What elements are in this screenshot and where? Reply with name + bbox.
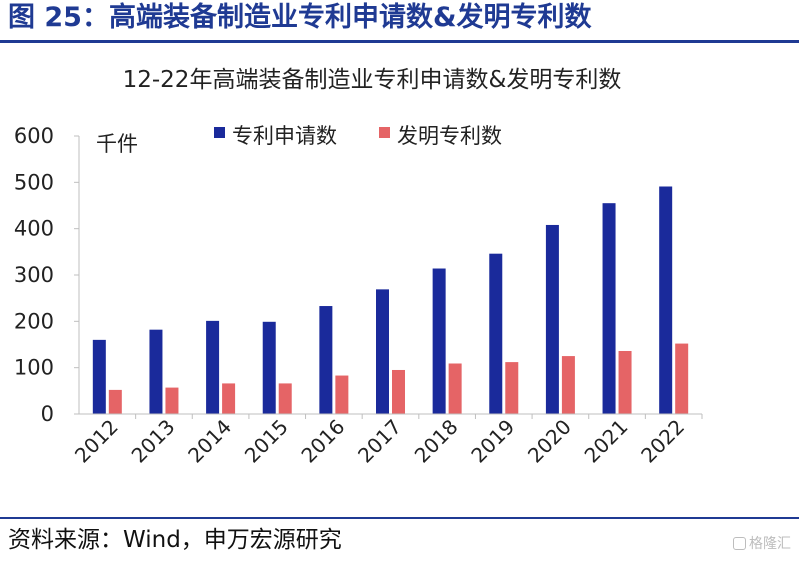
bar-invention-patents [675,343,689,414]
bar-invention-patents [505,362,519,414]
figure-title: 图 25：高端装备制造业专利申请数&发明专利数 [8,2,592,33]
bar-invention-patents [335,375,349,414]
bar-patent-applications [92,339,106,414]
bar-invention-patents [278,383,292,414]
source-note: 资料来源：Wind，申万宏源研究 [8,527,342,553]
bar-invention-patents [392,369,405,414]
bar-invention-patents [561,356,575,414]
y-axis: 0 100 200 300 400 500 600 [14,124,80,426]
bars [92,186,689,414]
bar-invention-patents [618,350,632,414]
x-tick-label: 2021 [580,415,633,468]
bar-patent-applications [262,321,276,414]
watermark: 格隆汇 [733,533,791,553]
watermark-logo-icon [733,537,746,550]
bar-invention-patents [108,389,122,414]
x-tick-label: 2013 [127,415,180,468]
watermark-text: 格隆汇 [749,536,791,552]
y-tick-label: 200 [14,309,54,333]
x-tick-label: 2014 [183,415,236,468]
legend: 专利申请数 发明专利数 [214,124,502,148]
title-divider [0,40,799,43]
legend-swatch [379,127,390,138]
bar-patent-applications [489,253,503,414]
legend-swatch [214,127,225,138]
bar-invention-patents [448,363,462,414]
bar-patent-applications [319,306,333,414]
bar-patent-applications [149,329,163,414]
y-tick-label: 400 [14,217,54,241]
x-tick-label: 2016 [296,415,349,468]
bar-patent-applications [376,289,389,414]
bar-invention-patents [222,383,236,414]
bar-patent-applications [432,268,446,414]
legend-label: 专利申请数 [232,124,337,148]
y-tick-label: 600 [14,124,54,148]
x-tick-label: 2019 [466,415,519,468]
x-tick-label: 2022 [636,415,689,468]
bar-patent-applications [545,224,559,414]
bar-chart: 12-22年高端装备制造业专利申请数&发明专利数 千件 专利申请数 发明专利数 0… [14,67,703,468]
bar-patent-applications [206,320,220,414]
bar-patent-applications [659,186,673,414]
bar-patent-applications [602,203,616,414]
x-tick-label: 2017 [353,415,406,468]
x-tick-label: 2020 [523,415,576,468]
unit-label: 千件 [96,132,138,156]
bar-invention-patents [165,387,179,414]
y-tick-label: 0 [41,402,54,426]
y-tick-label: 300 [14,263,54,287]
x-tick-label: 2015 [240,415,293,468]
footer-divider [0,517,799,519]
y-tick-label: 500 [14,170,54,194]
x-tick-label: 2018 [410,415,463,468]
legend-label: 发明专利数 [397,124,502,148]
chart-title: 12-22年高端装备制造业专利申请数&发明专利数 [123,67,622,93]
x-axis: 2012 2013 2014 2015 2016 2017 2018 2019 2020 2021… [70,413,703,468]
x-tick-label: 2012 [70,415,123,468]
y-tick-label: 100 [14,356,54,380]
